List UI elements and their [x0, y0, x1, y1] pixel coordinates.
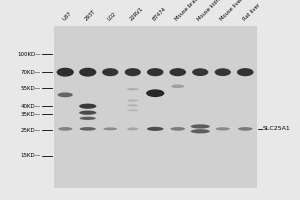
- Ellipse shape: [79, 68, 96, 77]
- Text: BT474: BT474: [152, 6, 167, 22]
- Ellipse shape: [80, 127, 96, 131]
- Ellipse shape: [146, 89, 164, 97]
- Ellipse shape: [170, 127, 185, 131]
- Ellipse shape: [147, 68, 164, 76]
- Text: 70KD—: 70KD—: [21, 70, 41, 75]
- Text: 55KD—: 55KD—: [21, 86, 41, 91]
- Ellipse shape: [103, 127, 117, 130]
- Text: Rat liver: Rat liver: [242, 3, 261, 22]
- Ellipse shape: [125, 68, 141, 76]
- Ellipse shape: [192, 68, 208, 76]
- Text: 35KD—: 35KD—: [21, 112, 41, 117]
- Ellipse shape: [169, 68, 186, 76]
- Text: 22RV1: 22RV1: [129, 6, 145, 22]
- Text: 100KD—: 100KD—: [17, 52, 41, 57]
- Ellipse shape: [102, 68, 118, 76]
- Ellipse shape: [127, 104, 138, 106]
- Ellipse shape: [190, 129, 210, 133]
- Ellipse shape: [127, 100, 138, 101]
- Ellipse shape: [238, 127, 253, 131]
- Ellipse shape: [216, 127, 230, 130]
- Ellipse shape: [80, 117, 96, 120]
- Text: LO2: LO2: [107, 11, 117, 22]
- Ellipse shape: [127, 88, 139, 90]
- Text: 293T: 293T: [84, 9, 97, 22]
- Ellipse shape: [58, 92, 73, 97]
- Ellipse shape: [147, 127, 164, 131]
- Ellipse shape: [127, 109, 138, 111]
- Ellipse shape: [237, 68, 253, 76]
- Text: Mouse liver: Mouse liver: [219, 0, 244, 22]
- Bar: [54, 26, 256, 188]
- Text: 15KD—: 15KD—: [21, 153, 41, 158]
- Ellipse shape: [127, 127, 138, 130]
- Ellipse shape: [58, 127, 72, 131]
- Text: Mouse brain: Mouse brain: [174, 0, 201, 22]
- Ellipse shape: [79, 111, 96, 115]
- Ellipse shape: [190, 124, 210, 129]
- Text: SLC25A1: SLC25A1: [262, 126, 290, 131]
- Text: Mouse kidney: Mouse kidney: [197, 0, 226, 22]
- Ellipse shape: [79, 104, 96, 109]
- Text: 40KD—: 40KD—: [21, 104, 41, 109]
- Ellipse shape: [171, 84, 184, 88]
- Ellipse shape: [215, 68, 231, 76]
- Text: U87: U87: [62, 11, 73, 22]
- Ellipse shape: [57, 68, 74, 77]
- Text: 25KD—: 25KD—: [21, 128, 41, 133]
